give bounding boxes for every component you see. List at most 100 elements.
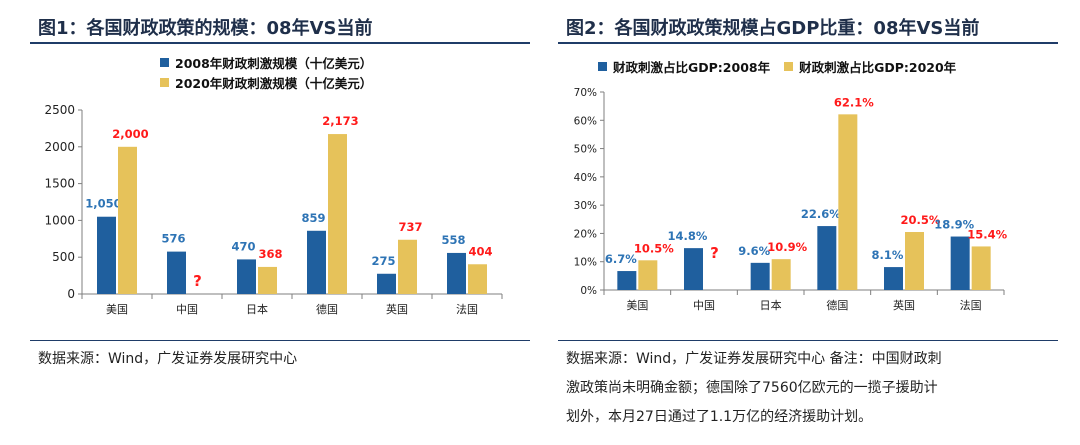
- x-tick-label: 德国: [316, 302, 338, 316]
- data-label-2020: 10.9%: [767, 240, 807, 254]
- bar-2020: [771, 259, 791, 290]
- x-tick-label: 英国: [386, 302, 408, 316]
- bar-2008: [167, 251, 186, 294]
- title-rule: [30, 42, 530, 44]
- bar-2008: [307, 230, 326, 294]
- legend-label-2020: 2020年财政刺激规模（十亿美元）: [175, 75, 373, 91]
- legend-label-2008: 财政刺激占比GDP:2008年: [613, 59, 771, 75]
- bar-2020: [118, 146, 137, 294]
- legend: 2008年财政刺激规模（十亿美元） 2020年财政刺激规模（十亿美元）: [160, 52, 372, 92]
- bar-2008: [617, 271, 637, 290]
- bar-2020: [468, 264, 487, 294]
- bar-chart-2: 0%10%20%30%40%50%60%70%美国 中国 日本 德国 英国 法国6.7%1…: [574, 87, 1008, 312]
- data-label-2008: 22.6%: [801, 207, 841, 221]
- source-line-3: 划外，本月27日通过了1.1万亿的经济援助计划。: [566, 409, 873, 425]
- bar-2008: [950, 236, 970, 290]
- bar-2008: [750, 262, 770, 290]
- y-tick-label: 60%: [574, 115, 597, 127]
- x-tick-label: 英国: [893, 298, 915, 312]
- bar-2020: [328, 134, 347, 294]
- data-label-2020: 10.5%: [634, 241, 674, 255]
- data-label-2020: 20.5%: [901, 213, 941, 227]
- y-tick-label: 0: [67, 287, 75, 301]
- legend: 财政刺激占比GDP:2008年 财政刺激占比GDP:2020年: [598, 56, 956, 76]
- bar-2020: [398, 239, 417, 294]
- data-label-2020: 15.4%: [967, 227, 1007, 241]
- source-line-1: 数据来源：Wind，广发证券发展研究中心 备注：中国财政刺: [566, 351, 942, 367]
- y-tick-label: 1500: [44, 177, 75, 191]
- x-tick-label: 法国: [456, 302, 478, 316]
- title-rule: [558, 42, 1058, 44]
- data-label-2008: 8.1%: [872, 248, 904, 262]
- bar-2008: [817, 226, 837, 290]
- missing-value-marker: ?: [193, 272, 202, 290]
- x-tick-label: 中国: [693, 299, 715, 312]
- y-tick-label: 40%: [574, 172, 597, 184]
- legend-entry-2008: 2008年财政刺激规模（十亿美元）: [160, 52, 372, 72]
- chart-panel-2: 图2：各国财政政策规模占GDP比重：08年VS当前 财政刺激占比GDP:2008…: [558, 0, 1078, 445]
- chart-panel-1: 图1：各国财政政策的规模：08年VS当前 2008年财政刺激规模（十亿美元） 2…: [30, 0, 550, 445]
- x-tick-label: 中国: [176, 303, 198, 316]
- x-tick-label: 德国: [826, 298, 848, 312]
- source-line-2: 激政策尚未明确金额；德国除了7560亿欧元的一揽子援助计: [566, 380, 938, 396]
- legend-label-2008: 2008年财政刺激规模（十亿美元）: [175, 55, 373, 71]
- y-tick-label: 1000: [44, 213, 75, 227]
- bar-2020: [258, 266, 277, 294]
- source-rule: [558, 340, 1058, 341]
- bar-2008: [377, 273, 396, 294]
- data-label-2020: 2,173: [322, 114, 358, 128]
- missing-value-marker: ?: [710, 244, 719, 262]
- legend-swatch-2008: [598, 61, 607, 71]
- bar-2008: [684, 248, 703, 290]
- data-label-2008: 859: [301, 211, 325, 225]
- data-label-2020: 404: [468, 244, 492, 258]
- data-label-2020: 737: [398, 220, 422, 234]
- bar-chart-1: 0 500 1000 1500 2000 2500 美国 中国 日本 德国 英国 法国 1,050 2,0…: [44, 103, 503, 316]
- y-tick-label: 70%: [574, 87, 597, 99]
- bar-2008: [237, 259, 256, 294]
- y-tick-label: 0%: [580, 285, 597, 297]
- legend-entry-2020: 2020年财政刺激规模（十亿美元）: [160, 72, 372, 92]
- x-tick-label: 日本: [760, 298, 782, 312]
- data-label-2008: 14.8%: [668, 229, 708, 243]
- data-label-2008: 576: [161, 232, 185, 246]
- y-tick-label: 20%: [574, 228, 597, 240]
- source-rule: [30, 340, 530, 341]
- bar-2020: [838, 114, 858, 291]
- data-label-2008: 18.9%: [934, 218, 974, 232]
- data-label-2008: 470: [231, 239, 255, 253]
- y-tick-label: 50%: [574, 144, 597, 156]
- legend-entries: 财政刺激占比GDP:2008年 财政刺激占比GDP:2020年: [598, 56, 956, 76]
- bar-2020: [905, 232, 924, 290]
- chart-title: 图1：各国财政政策的规模：08年VS当前: [38, 18, 373, 39]
- x-tick-label: 美国: [106, 303, 128, 316]
- legend-swatch-2008: [160, 57, 169, 67]
- y-tick-label: 30%: [574, 200, 597, 212]
- y-tick-label: 2500: [44, 103, 75, 117]
- data-label-2020: 368: [258, 247, 282, 261]
- bar-2008: [97, 216, 116, 294]
- data-label-2008: 6.7%: [605, 252, 637, 266]
- data-label-2020: 2,000: [112, 127, 148, 141]
- chart-title: 图2：各国财政政策规模占GDP比重：08年VS当前: [566, 18, 980, 39]
- source-note: 数据来源：Wind，广发证券发展研究中心: [38, 351, 298, 367]
- legend-label-2020: 财政刺激占比GDP:2020年: [799, 59, 957, 75]
- data-label-2008: 1,050: [85, 197, 121, 211]
- legend-swatch-2020: [160, 77, 169, 87]
- bar-2020: [638, 260, 658, 290]
- legend-swatch-2020: [784, 61, 794, 71]
- y-tick-label: 10%: [574, 257, 597, 269]
- bar-2008: [884, 267, 903, 290]
- source-note: 数据来源：Wind，广发证券发展研究中心 备注：中国财政刺 激政策尚未明确金额；…: [566, 345, 942, 432]
- data-label-2020: 62.1%: [834, 95, 874, 109]
- x-tick-label: 日本: [246, 302, 268, 316]
- y-tick-label: 2000: [44, 140, 75, 154]
- x-tick-label: 法国: [960, 298, 982, 312]
- y-tick-label: 500: [52, 250, 75, 264]
- data-label-2008: 558: [441, 233, 465, 247]
- x-tick-label: 美国: [626, 299, 648, 312]
- data-label-2008: 275: [371, 254, 395, 268]
- bar-2008: [447, 252, 466, 294]
- data-label-2008: 9.6%: [738, 244, 770, 258]
- bar-2020: [971, 246, 991, 290]
